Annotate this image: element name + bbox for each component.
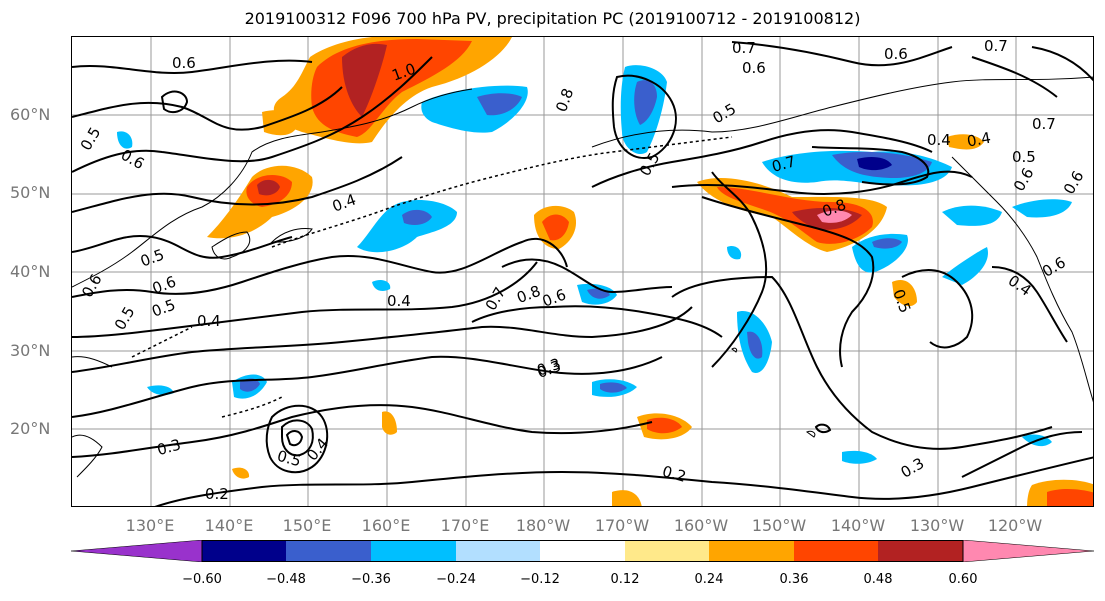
map-canvas: 0.6 1.0 0.7 0.6 0.7 0.6 0.5 0.6 0.8 0.5 … [72,37,1093,506]
contour-label: 0.4 [387,292,411,310]
contour-label: 0.4 [966,129,993,151]
contour-label: 0.2 [660,462,688,486]
colorbar-segment [371,540,456,562]
lat-label-60n: 60°N [10,105,51,124]
contour-label: 0.3 [155,435,183,459]
graticule [72,37,1093,506]
lon-label-140w: 140°W [830,516,886,535]
lon-label-150w: 150°W [751,516,807,535]
coastlines [72,76,1093,478]
precip-negative-160e [357,200,457,253]
contour-label: 0.6 [1010,165,1038,195]
lon-label-120w: 120°W [987,516,1043,535]
colorbar-tick: 0.12 [610,572,640,587]
colorbar-segment [794,540,878,562]
contour-label: 0.6 [78,271,106,301]
contour-label: 0.6 [118,146,148,174]
dateline-boundary [131,136,733,418]
colorbar-tick: −0.36 [351,572,391,587]
contour-label: 0.7 [770,152,798,176]
lon-label-140e: 140°E [204,516,254,535]
colorbar [70,539,1095,563]
colorbar-segment [709,540,794,562]
lat-label-30n: 30°N [10,341,51,360]
colorbar-segment [286,540,371,562]
lon-label-170e: 170°E [440,516,490,535]
colorbar-tick: 0.60 [948,572,978,587]
lon-label-150e: 150°E [282,516,332,535]
contour-label: 0.3 [898,454,928,482]
lon-label-160w: 160°W [673,516,729,535]
contour-label: 0.5 [710,100,740,128]
contour-label: 0.4 [197,312,221,330]
lon-label-160e: 160°E [361,516,411,535]
contour-label: 0.5 [149,296,178,321]
contour-label: 0.6 [884,45,908,63]
colorbar-svg [70,539,1095,563]
lon-label-180w: 180°W [515,516,571,535]
colorbar-tick: 0.24 [694,572,724,587]
lon-label-170w: 170°W [594,516,650,535]
contour-label: 0.6 [172,54,196,72]
colorbar-segment [202,540,286,562]
contour-label: 0.7 [1032,115,1056,133]
colorbar-tick: −0.12 [520,572,560,587]
plot-title: 2019100312 F096 700 hPa PV, precipitatio… [244,9,861,28]
colorbar-segment [625,540,709,562]
colorbar-tick: 0.48 [863,572,893,587]
colorbar-tick: 0.36 [779,572,809,587]
pv-contours [72,41,1093,506]
colorbar-segment [878,540,963,562]
contour-label: 0.6 [1039,253,1069,281]
colorbar-segment [456,540,540,562]
map-panel: 0.6 1.0 0.7 0.6 0.7 0.6 0.5 0.6 0.8 0.5 … [71,36,1094,507]
contour-label: 0.4 [1005,271,1035,299]
lat-label-40n: 40°N [10,262,51,281]
contour-label: 0.5 [77,124,105,154]
contour-label: 0.2 [205,485,229,503]
colorbar-tick: −0.48 [266,572,306,587]
contour-label: 0.6 [1060,168,1088,198]
contour-label: 0.5 [111,303,139,333]
colorbar-segment [540,540,625,562]
contour-label: 0.5 [1012,148,1036,166]
contour-label: 0.6 [742,59,766,77]
contour-label: 0.4 [927,131,951,149]
contour-label: 0.8 [514,282,543,307]
contour-label: 0.5 [138,245,167,270]
lat-label-50n: 50°N [10,183,51,202]
colorbar-extend-high [962,539,1095,563]
lon-label-130e: 130°E [125,516,175,535]
colorbar-tick: −0.60 [182,572,222,587]
contour-label: 0.7 [984,37,1008,55]
lon-label-130w: 130°W [909,516,965,535]
lat-label-20n: 20°N [10,419,51,438]
contour-label: 0.7 [732,39,756,57]
colorbar-tick: −0.24 [436,572,476,587]
contour-label: 0.8 [552,86,577,115]
colorbar-extend-low [70,539,203,563]
contour-label: 0.5 [275,447,303,471]
